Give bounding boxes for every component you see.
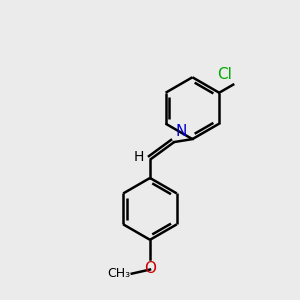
Text: CH₃: CH₃ [107, 267, 130, 280]
Text: O: O [144, 261, 156, 276]
Text: Cl: Cl [217, 67, 232, 82]
Text: N: N [176, 124, 187, 139]
Text: H: H [133, 150, 143, 164]
